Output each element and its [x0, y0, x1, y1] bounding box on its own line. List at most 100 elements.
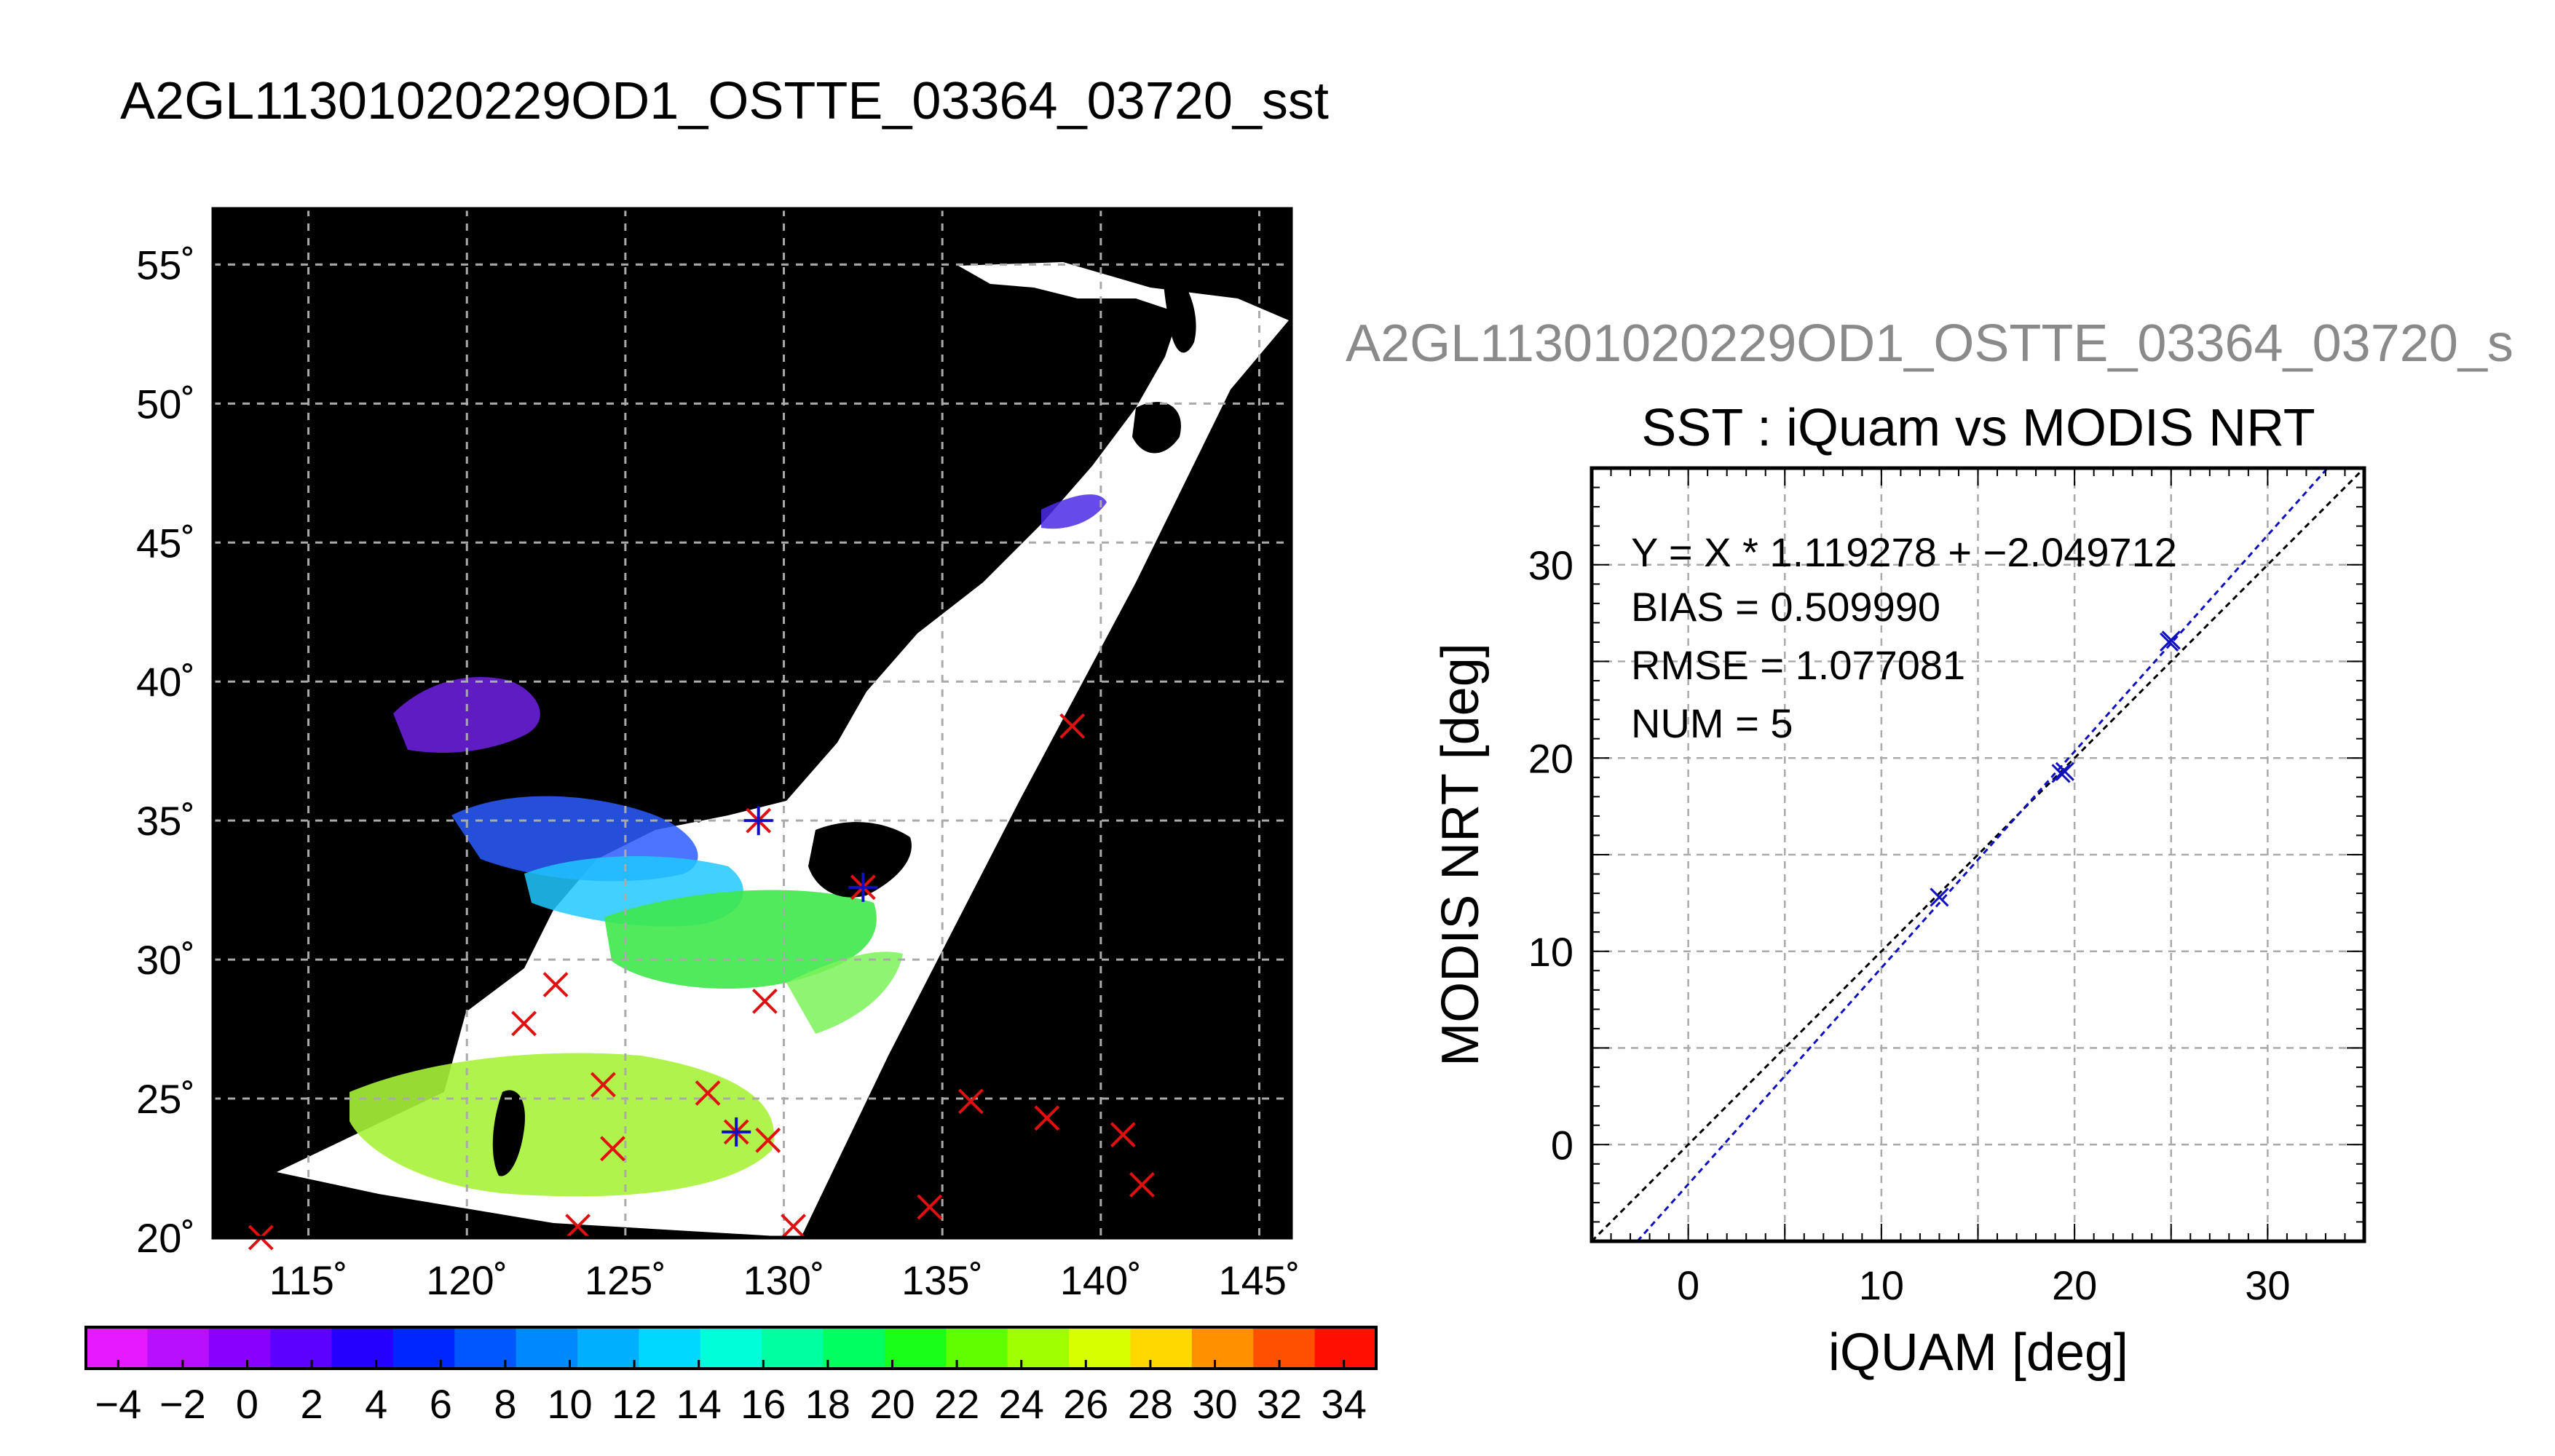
colorbar-tick-label: −2: [159, 1381, 206, 1427]
matchup-x-marker: [957, 1088, 984, 1115]
map-x-tick-label: 130˚: [743, 1257, 824, 1303]
latitude-tick-labels: 20˚ 25˚ 30˚ 35˚ 40˚ 45˚ 50˚ 55˚: [136, 242, 195, 1261]
sst-yellow-green-band: [350, 1053, 775, 1197]
colorbar-bin: [1069, 1327, 1131, 1369]
colorbar-tick-label: 10: [547, 1381, 592, 1427]
num-annotation: NUM = 5: [1631, 700, 1793, 746]
map-x-tick-label: 120˚: [426, 1257, 508, 1303]
sst-purple-band: [393, 677, 540, 753]
sst-green-band: [604, 890, 877, 989]
map-y-tick-label: 40˚: [136, 659, 195, 705]
scatter-points: [1930, 630, 2181, 907]
colorbar-tick-label: 12: [612, 1381, 657, 1427]
matchup-markers: [248, 713, 1155, 1251]
longitude-tick-labels: 115˚ 120˚ 125˚ 130˚ 135˚ 140˚ 145˚: [269, 1257, 1300, 1303]
matchup-x-marker: [781, 1214, 807, 1240]
colorbar-tick-label: 6: [430, 1381, 452, 1427]
colorbar-tick-label: −4: [95, 1381, 141, 1427]
one-to-one-line: [1590, 467, 2366, 1243]
matchup-x-marker: [600, 1136, 625, 1162]
colorbar-bin: [700, 1327, 762, 1369]
fit-equation-annotation: Y = X * 1.119278 + −2.049712: [1631, 529, 2177, 575]
used-matchup-star-marker: [722, 1117, 751, 1147]
rmse-annotation: RMSE = 1.077081: [1631, 642, 1965, 688]
colorbar-tick-label: 0: [236, 1381, 258, 1427]
hokkaido-island: [1132, 402, 1181, 454]
colorbar-bin: [1007, 1327, 1070, 1369]
matchup-x-marker: [1034, 1105, 1060, 1131]
colorbar-bin: [516, 1327, 578, 1369]
scatter-y-tick-label: 0: [1551, 1122, 1573, 1168]
matchup-x-marker: [590, 1072, 616, 1098]
scatter-y-tick-label: 10: [1528, 929, 1573, 975]
colorbar-bin: [454, 1327, 517, 1369]
scatter-x-tick-label: 10: [1859, 1262, 1904, 1308]
map-x-tick-label: 145˚: [1218, 1257, 1300, 1303]
colorbar-tick-label: 24: [999, 1381, 1044, 1427]
colorbar-bin: [208, 1327, 271, 1369]
colorbar-bin: [946, 1327, 1008, 1369]
sst-green-strip: [786, 951, 903, 1034]
colorbar-bin: [147, 1327, 210, 1369]
scatter-x-tick-label: 30: [2245, 1262, 2290, 1308]
bias-annotation: BIAS = 0.509990: [1631, 584, 1940, 630]
colorbar-border: [84, 1326, 1378, 1370]
swath-clear-area: [277, 262, 1289, 1238]
colorbar-bin: [762, 1327, 824, 1369]
scatter-grid: [1592, 468, 2364, 1241]
land-features: [492, 262, 1196, 1176]
matchup-x-marker: [751, 988, 778, 1014]
map-y-tick-label: 30˚: [136, 937, 195, 983]
matchup-x-marker: [755, 1127, 781, 1153]
map-x-tick-label: 140˚: [1060, 1257, 1142, 1303]
scatter-x-axis-label: iQUAM [deg]: [1828, 1324, 2128, 1382]
scatter-y-axis-label: MODIS NRT [deg]: [1431, 643, 1490, 1067]
map-y-tick-label: 55˚: [136, 242, 195, 288]
scatter-file-title: A2GL11301020229OD1_OSTTE_03364_03720_s: [1346, 314, 2513, 373]
sst-purple-north: [1041, 494, 1107, 529]
scatter-y-tick-label: 20: [1528, 735, 1573, 781]
colorbar-bin: [1253, 1327, 1316, 1369]
map-x-tick-label: 115˚: [269, 1257, 348, 1303]
colorbar-bin: [884, 1327, 947, 1369]
colorbar-tick-label: 28: [1128, 1381, 1173, 1427]
used-matchup-star-marker: [743, 806, 773, 836]
matchup-x-marker: [542, 972, 569, 997]
map-x-tick-label: 125˚: [585, 1257, 666, 1303]
scatter-point: [2055, 761, 2074, 781]
colorbar-bin: [1130, 1327, 1193, 1369]
colorbar-bin: [86, 1327, 148, 1369]
matchup-x-marker: [1059, 713, 1086, 739]
colorbar-tick-label: 26: [1063, 1381, 1108, 1427]
sst-map: 115˚ 120˚ 125˚ 130˚ 135˚ 140˚ 145˚ 20˚ 25˚ 30˚ 35…: [136, 207, 1300, 1303]
map-y-tick-label: 25˚: [136, 1076, 195, 1122]
colorbar-tick-label: 2: [301, 1381, 323, 1427]
colorbar-tick-label: 34: [1322, 1381, 1367, 1427]
colorbar-tick-label: 18: [805, 1381, 850, 1427]
matchup-x-marker: [565, 1214, 591, 1240]
colorbar-bin: [392, 1327, 455, 1369]
japan-kyushu: [808, 822, 912, 898]
used-matchup-star-marker: [848, 872, 878, 902]
colorbar-bin: [577, 1327, 639, 1369]
scatter-x-tick-label: 20: [2052, 1262, 2097, 1308]
matchup-x-marker: [511, 1010, 537, 1037]
korea-peninsula: [639, 697, 722, 823]
scatter-point: [2161, 630, 2181, 650]
colorbar-tick-label: 32: [1257, 1381, 1302, 1427]
scatter-point: [1930, 887, 1949, 907]
colorbar-bin: [823, 1327, 885, 1369]
colorbar-tick-label: 30: [1192, 1381, 1237, 1427]
scatter-x-tick-labels: 0 10 20 30: [1677, 1262, 2290, 1308]
matchup-x-marker: [917, 1194, 943, 1220]
colorbar-tick-labels: −4 −2 0 2 4 6 8 10 12 14 16 18 20 22 24 26 28 30 32 34: [95, 1381, 1366, 1427]
matchup-x-marker: [1110, 1122, 1136, 1148]
map-y-tick-label: 50˚: [136, 381, 195, 427]
colorbar-bin: [639, 1327, 701, 1369]
map-y-tick-label: 35˚: [136, 798, 195, 844]
matchup-x-marker: [695, 1080, 721, 1106]
satellite-swath: [277, 262, 1289, 1238]
colorbar-bin: [270, 1327, 333, 1369]
map-frame-border: [211, 207, 1293, 1240]
map-y-tick-label: 20˚: [136, 1215, 195, 1261]
